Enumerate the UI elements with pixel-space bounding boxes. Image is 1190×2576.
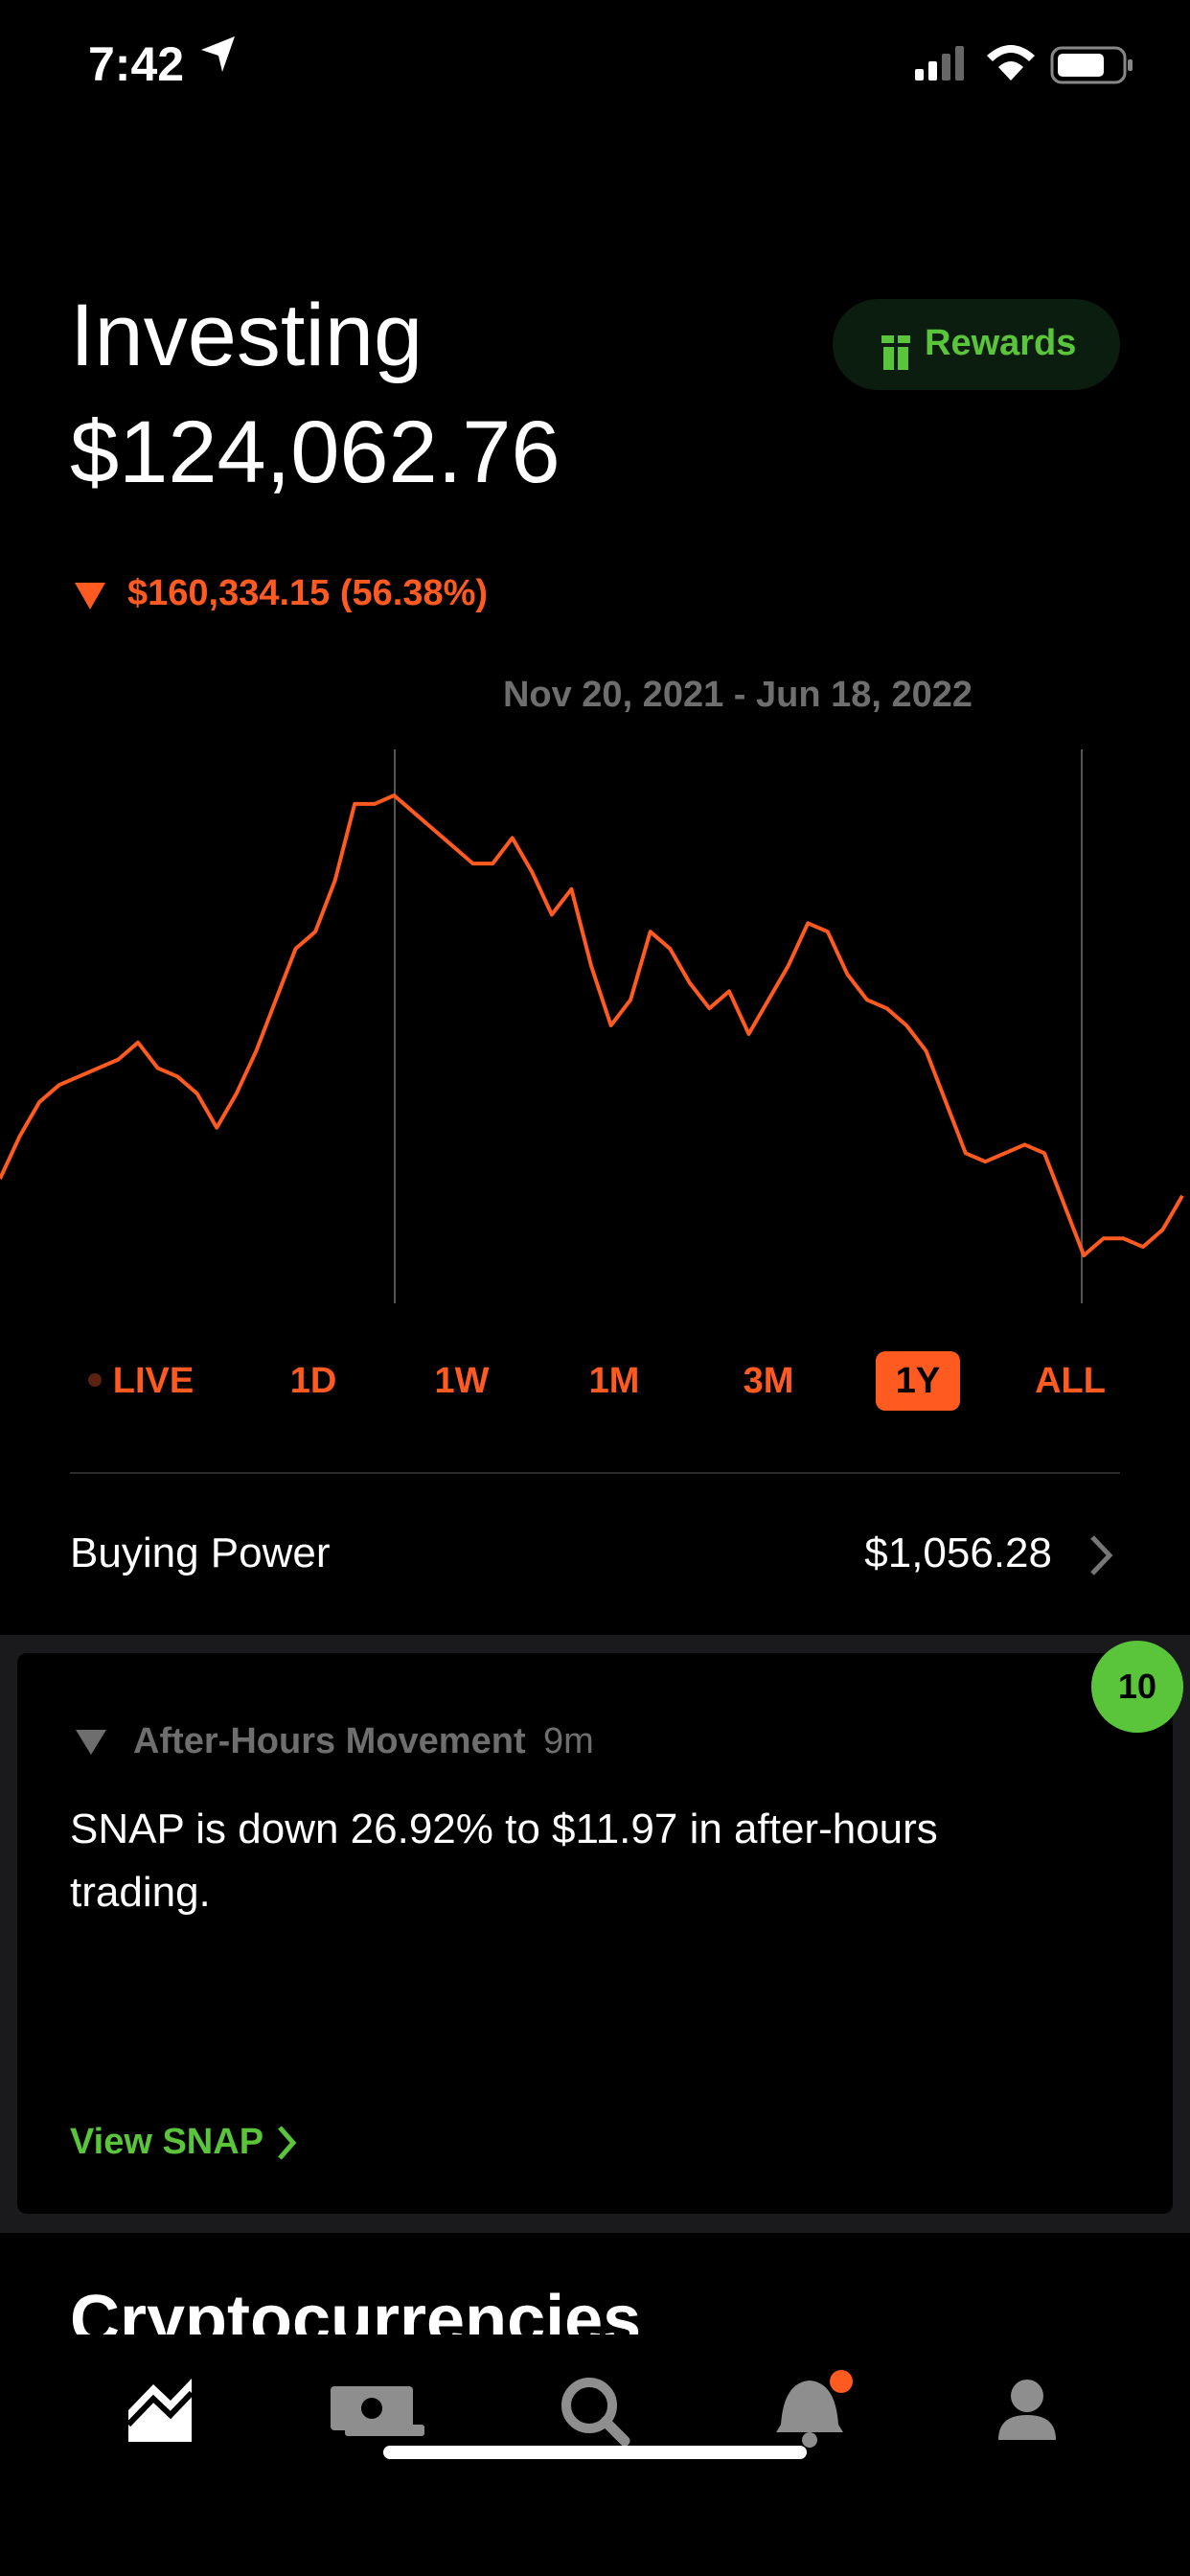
tab-notifications[interactable] [776, 2370, 853, 2448]
date-range: Nov 20, 2021 - Jun 18, 2022 [502, 675, 973, 715]
card-link[interactable]: View SNAP [70, 2122, 264, 2162]
home-indicator [383, 2446, 807, 2459]
down-arrow [75, 583, 105, 610]
collapse-arrow [76, 1730, 106, 1755]
tab-cash[interactable] [331, 2386, 424, 2436]
buying-power-value: $1,056.28 [864, 1530, 1052, 1576]
chevron [1090, 1535, 1113, 1576]
tab-search[interactable] [561, 2378, 630, 2447]
tab-icons [126, 2370, 1056, 2448]
page-title: Investing [70, 287, 423, 384]
range-button[interactable]: ALL [1035, 1361, 1106, 1401]
tab-account[interactable] [998, 2380, 1056, 2440]
status-time: 7:42 [88, 37, 185, 91]
rewards-icon [881, 332, 910, 372]
rewards-label: Rewards [925, 323, 1077, 363]
range-button[interactable]: 1M [588, 1361, 640, 1401]
change: $160,334.15 (56.38%) [127, 573, 489, 613]
range-button[interactable]: 1W [434, 1361, 490, 1401]
news-card[interactable] [17, 1653, 1173, 2214]
tab-investing[interactable] [128, 2379, 192, 2442]
divider [70, 1472, 1120, 1474]
buying-power-label[interactable]: Buying Power [70, 1530, 331, 1576]
card-age: 9m [543, 1721, 594, 1761]
price-line [0, 794, 1184, 1257]
balance: $124,062.76 [70, 403, 561, 501]
rewards-button[interactable] [833, 299, 1120, 390]
range-button[interactable]: 1Y [876, 1351, 960, 1411]
link-chevron [278, 2126, 297, 2160]
range-button[interactable]: LIVE [112, 1361, 195, 1401]
status-icons [201, 36, 1133, 84]
portfolio-chart [0, 794, 1184, 1257]
badge: 10 [1091, 1641, 1183, 1733]
card-body: SNAP is down 26.92% to $11.97 in after-h… [70, 1806, 938, 1916]
card-title: After-Hours Movement [133, 1721, 526, 1761]
range-button[interactable]: 1D [289, 1361, 337, 1401]
live-dot [88, 1373, 102, 1387]
range-button[interactable]: 3M [743, 1361, 794, 1401]
